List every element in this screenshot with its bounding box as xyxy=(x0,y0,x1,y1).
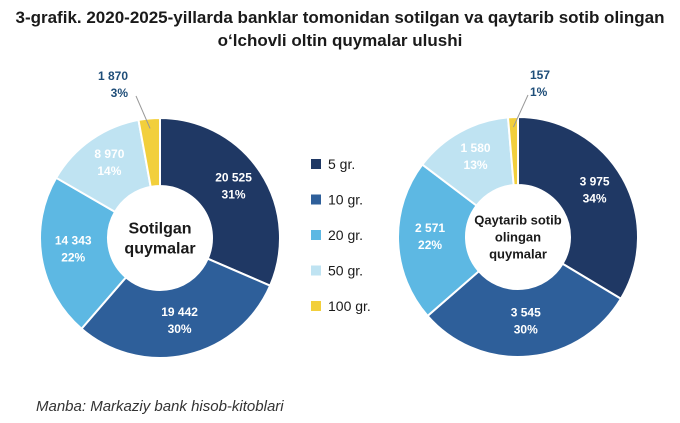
donut-chart-1: 20 525 31% 19 442 30% 14 343 22% 8 970 14% 1 870… xyxy=(39,69,281,359)
slice-percent-label: 3% xyxy=(111,86,129,100)
slice-percent-label: 22% xyxy=(418,238,442,252)
center-label: olingan xyxy=(495,229,541,244)
legend-swatch xyxy=(311,265,321,276)
slice-percent-label: 30% xyxy=(168,322,192,336)
slice-20gr xyxy=(39,176,128,331)
slice-value-label: 157 xyxy=(530,68,550,82)
center-label: quymalar xyxy=(489,246,547,261)
title-line-1: 3-grafik. 2020-2025-yillarda banklar tom… xyxy=(15,8,665,27)
slice-value-label: 3 545 xyxy=(511,306,541,320)
slice-percent-label: 1% xyxy=(530,85,548,99)
slice-20gr xyxy=(397,163,481,318)
center-label: quymalar xyxy=(124,240,195,257)
slice-value-label: 14 343 xyxy=(55,234,92,248)
legend-label: 5 gr. xyxy=(328,156,355,172)
donut-chart-2: 3 975 34% 3 545 30% 2 571 22% 1 580 13% 157 1% Qay… xyxy=(397,68,639,358)
leader-line xyxy=(135,95,151,129)
slice-5gr xyxy=(159,116,281,288)
source-note: Manba: Markaziy bank hisob-kitoblari xyxy=(36,398,284,415)
slice-percent-label: 14% xyxy=(97,164,121,178)
slice-100gr xyxy=(506,115,519,187)
slice-percent-label: 22% xyxy=(61,251,85,265)
slice-5gr xyxy=(517,115,639,301)
slice-value-label: 1 870 xyxy=(98,69,128,83)
slice-value-label: 3 975 xyxy=(580,175,610,189)
legend-swatch xyxy=(311,194,321,205)
legend-swatch xyxy=(311,230,321,240)
legend-label: 10 gr. xyxy=(328,192,363,208)
slice-percent-label: 34% xyxy=(583,192,607,206)
legend-swatch xyxy=(311,301,321,311)
slice-10gr xyxy=(426,262,623,358)
slice-percent-label: 31% xyxy=(222,188,246,202)
slice-10gr xyxy=(80,257,272,359)
leader-line xyxy=(512,94,529,128)
legend-label: 50 gr. xyxy=(328,263,363,279)
center-label: Qaytarib sotib xyxy=(474,212,561,227)
slice-value-label: 2 571 xyxy=(415,221,445,235)
slice-percent-label: 13% xyxy=(464,158,488,172)
slice-percent-label: 30% xyxy=(514,323,538,337)
slice-value-label: 20 525 xyxy=(215,171,252,185)
slice-value-label: 1 580 xyxy=(461,141,491,155)
title-line-2: o‘lchovli oltin quymalar ulushi xyxy=(217,31,463,50)
slice-value-label: 8 970 xyxy=(94,147,124,161)
center-label: Sotilgan xyxy=(128,220,191,237)
chart-title: 3-grafik. 2020-2025-yillarda banklar tom… xyxy=(0,6,680,52)
slice-value-label: 19 442 xyxy=(161,305,198,319)
legend-swatch xyxy=(311,159,321,169)
legend: 5 gr. 10 gr. 20 gr. 50 gr. 100 gr. xyxy=(311,156,371,314)
legend-label: 20 gr. xyxy=(328,227,363,243)
legend-label: 100 gr. xyxy=(328,298,371,314)
